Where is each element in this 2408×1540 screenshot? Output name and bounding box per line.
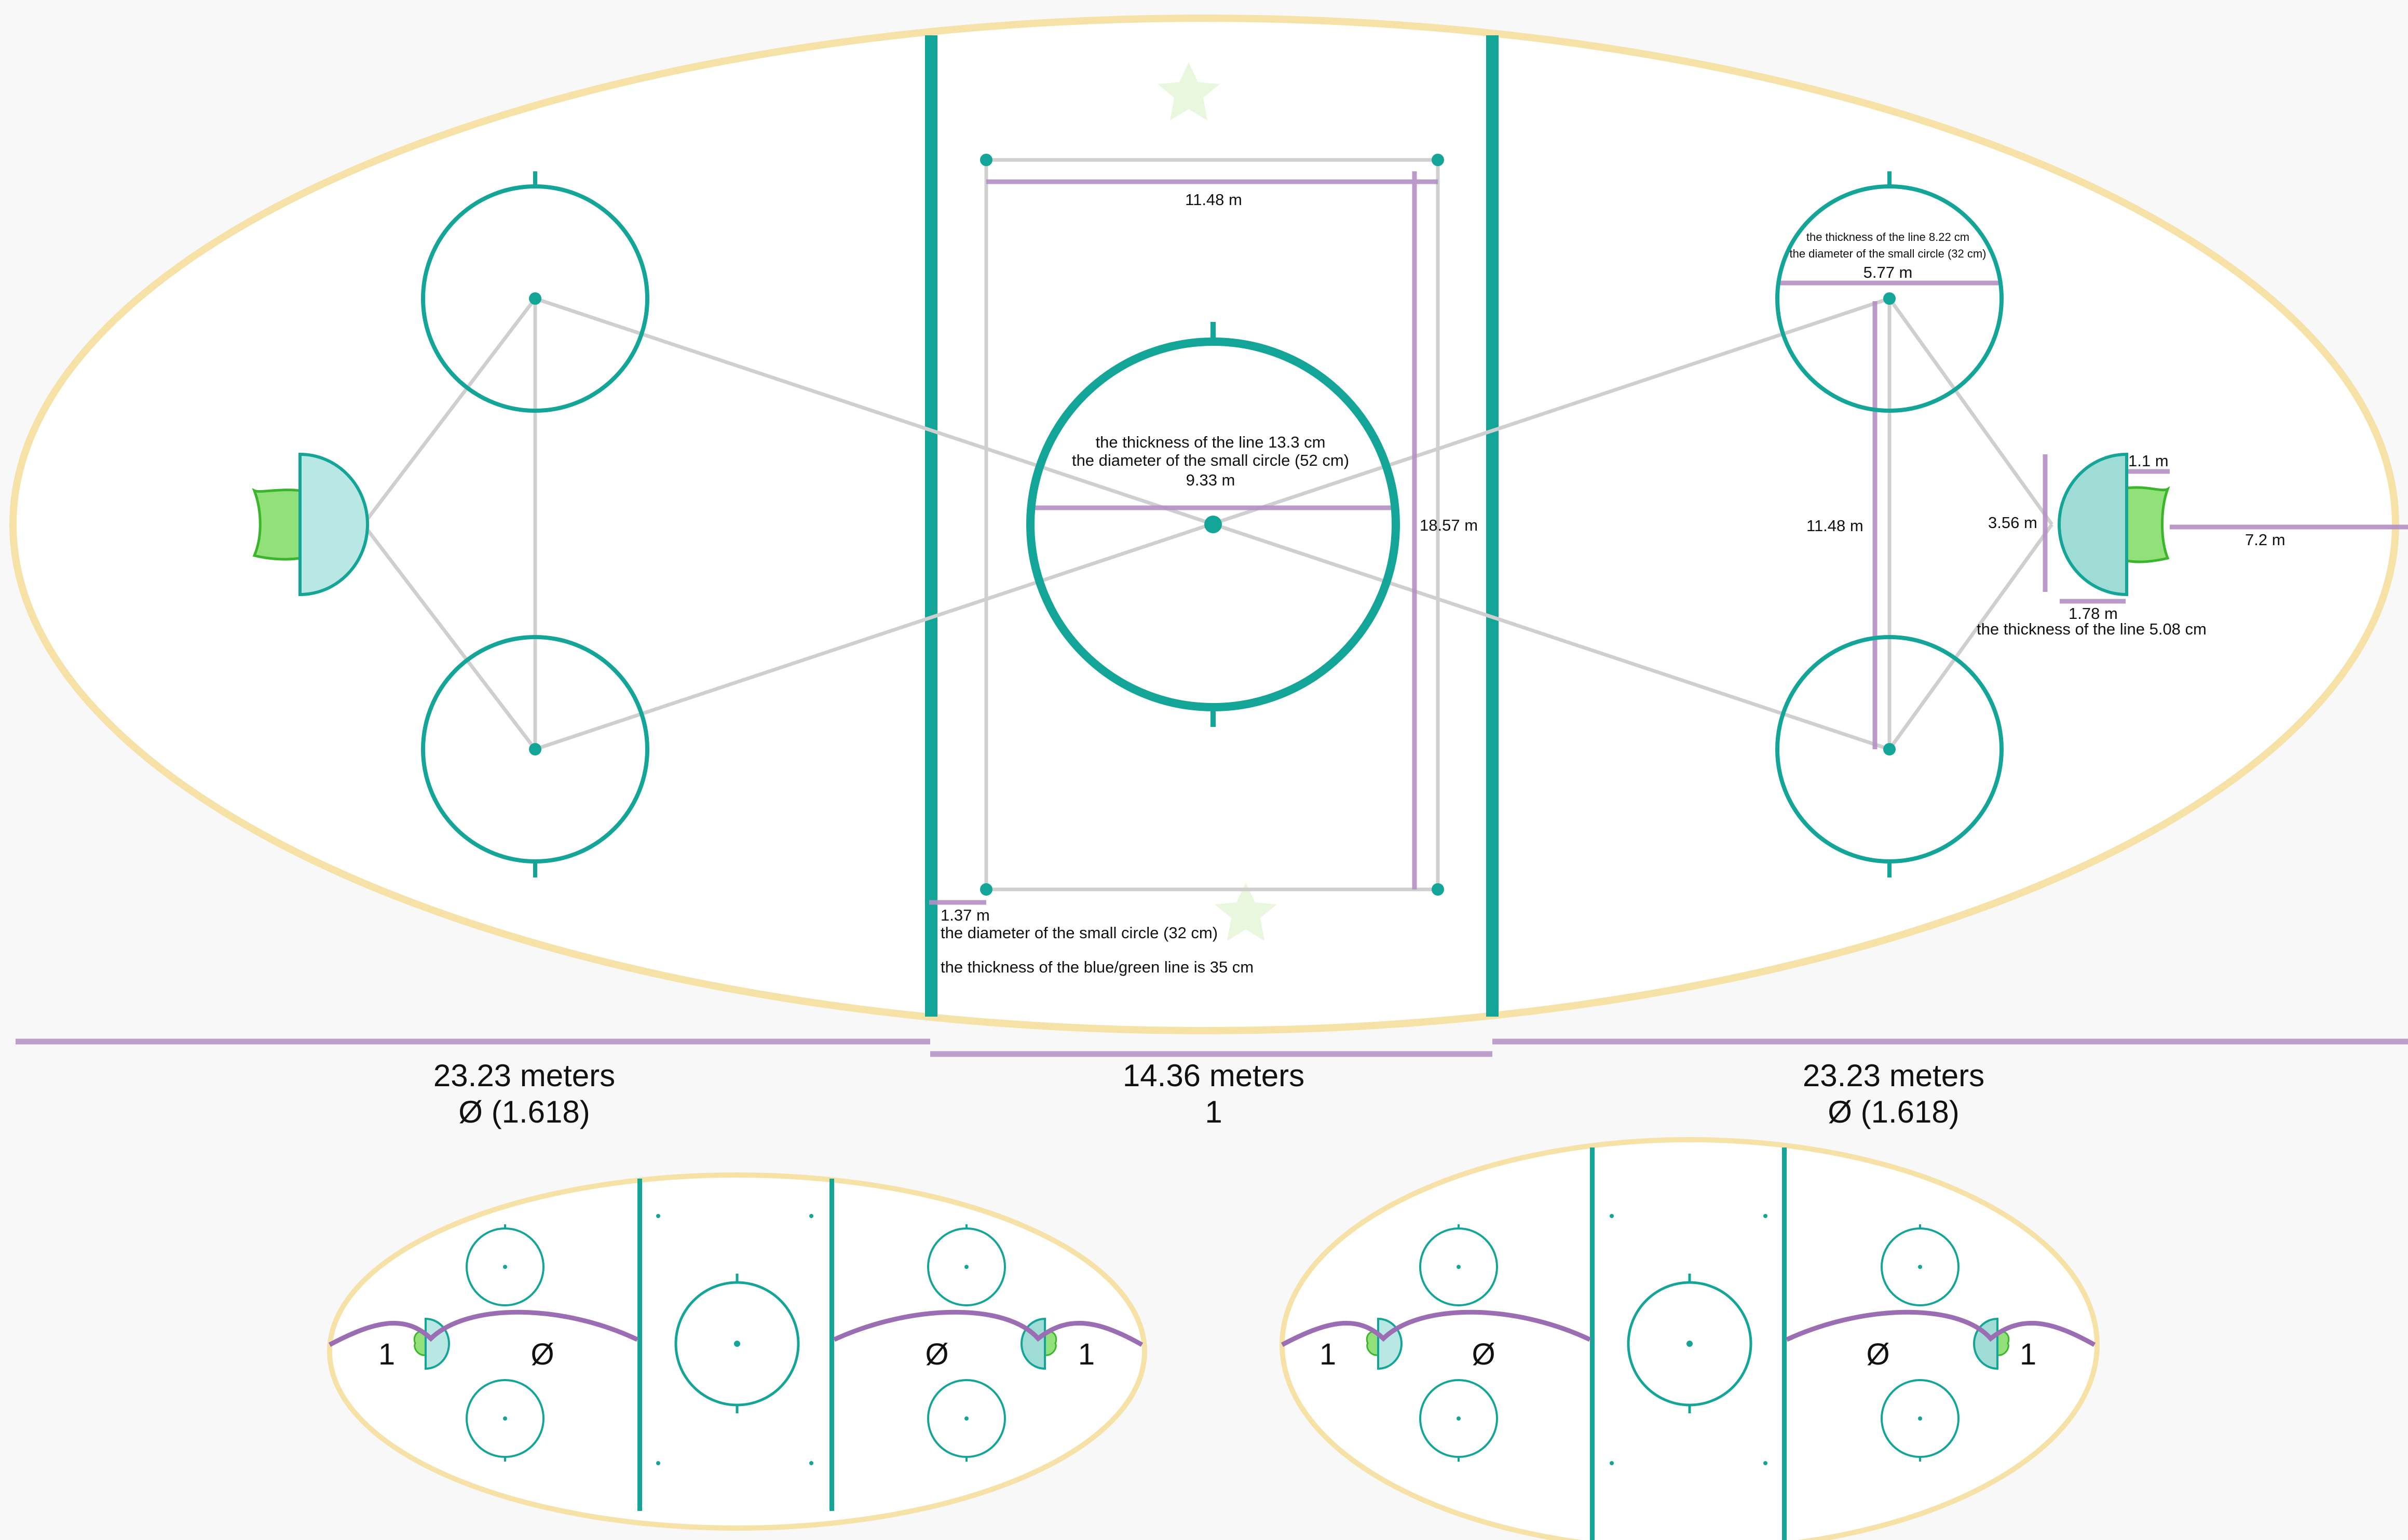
mini-rink-left: 1 Ø Ø 1 (327, 1172, 1147, 1531)
faceoff-spacing-label: 11.48 m (1806, 517, 1863, 535)
mini-right-one-b: 1 (2020, 1338, 2036, 1371)
mini-right-phi-a: Ø (1472, 1338, 1495, 1371)
mini-right-one-a: 1 (1319, 1338, 1336, 1371)
zone-center-length: 14.36 meters (1123, 1058, 1304, 1093)
goal-line-thickness-label: the thickness of the line 5.08 cm (1977, 620, 2207, 638)
neutral-dots (980, 154, 1444, 896)
zone-left-length: 23.23 meters (433, 1058, 615, 1093)
crease-right (2058, 452, 2128, 597)
crease-left (298, 452, 369, 597)
mini-left-phi-b: Ø (925, 1338, 948, 1371)
faceoff-small-circle-label: the diameter of the small circle (32 cm) (1789, 247, 1986, 260)
zone-left-ratio: Ø (1.618) (458, 1095, 590, 1129)
crease-radius-label: 1.78 m (2069, 604, 2118, 623)
dots-height-label: 18.57 m (1420, 516, 1478, 534)
small-circle-note: the diameter of the small circle (32 cm) (941, 924, 1218, 942)
main-rink: 11.48 m 18.57 m the thickness of the lin… (9, 15, 2408, 1034)
faceoff-circle-left-top (421, 171, 649, 413)
mini-left-one-a: 1 (378, 1338, 395, 1371)
goal-right (2058, 452, 2170, 597)
blue-line-left (925, 35, 937, 1017)
net-right (2125, 486, 2170, 563)
faceoff-circle-right-bottom (1775, 635, 2004, 877)
center-diameter-label: 9.33 m (1186, 471, 1235, 489)
mini-right-phi-b: Ø (1866, 1338, 1889, 1371)
mini-rink-right: 1 Ø Ø 1 (1280, 1137, 2100, 1540)
zone-right-length: 23.23 meters (1803, 1058, 1984, 1093)
blue-line-right (1486, 35, 1499, 1017)
center-circle (1026, 322, 1400, 727)
faceoff-circle-left-bottom (421, 635, 649, 877)
goal-line-dist-label: 7.2 m (2245, 531, 2285, 549)
goal-left (252, 452, 369, 597)
blue-line-note: the thickness of the blue/green line is … (941, 958, 1254, 976)
mini-left-one-b: 1 (1078, 1338, 1095, 1371)
crease-width-label: 3.56 m (1988, 514, 2037, 532)
net-depth-label: 1.1 m (2128, 452, 2169, 470)
center-line-thickness-label: the thickness of the line 13.3 cm (1096, 433, 1326, 451)
faceoff-line-thickness-label: the thickness of the line 8.22 cm (1806, 231, 1969, 244)
zone-right-ratio: Ø (1.618) (1828, 1095, 1959, 1129)
faceoff-circle-right-top (1775, 171, 2004, 413)
dots-width-label: 11.48 m (1185, 191, 1242, 209)
faceoff-diameter-label: 5.77 m (1863, 263, 1913, 281)
zone-measurements: 23.23 meters Ø (1.618) 14.36 meters 1 23… (16, 1038, 2408, 1129)
dot-offset-label: 1.37 m (941, 906, 990, 924)
measure-lines (929, 171, 2408, 905)
zone-center-ratio: 1 (1205, 1095, 1222, 1129)
net-left (252, 488, 302, 561)
center-small-circle-label: the diameter of the small circle (52 cm) (1072, 451, 1349, 469)
mini-left-phi-a: Ø (530, 1338, 554, 1371)
